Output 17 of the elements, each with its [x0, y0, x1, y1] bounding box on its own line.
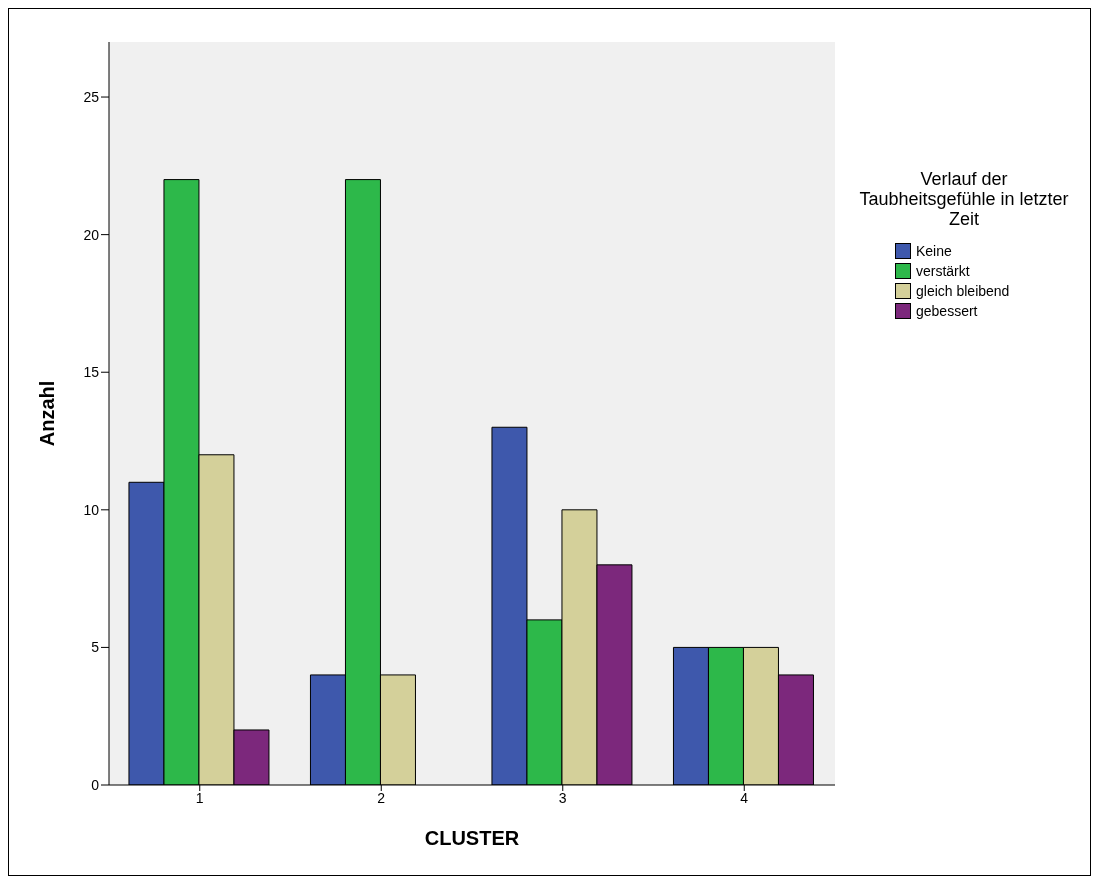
x-axis-title: CLUSTER — [424, 827, 520, 849]
legend-label: gebessert — [916, 303, 978, 319]
y-tick-label: 10 — [83, 501, 100, 518]
y-tick-label: 0 — [91, 776, 100, 793]
x-tick-label: 4 — [740, 789, 749, 806]
legend-label: gleich bleibend — [916, 283, 1010, 299]
y-tick-label: 15 — [83, 364, 100, 381]
y-tick-label: 5 — [91, 639, 100, 656]
y-axis-title: Anzahl — [36, 380, 59, 447]
legend-label: verstärkt — [916, 263, 970, 279]
legend-label: Keine — [916, 243, 952, 259]
y-tick-label: 20 — [83, 226, 100, 243]
legend-title: Verlauf der Taubheitsgefühle in letzter Zeit — [859, 169, 1069, 229]
y-tick-label: 25 — [83, 89, 100, 106]
x-tick-label: 3 — [558, 789, 567, 806]
x-tick-label: 1 — [195, 789, 204, 806]
x-tick-label: 2 — [377, 789, 386, 806]
